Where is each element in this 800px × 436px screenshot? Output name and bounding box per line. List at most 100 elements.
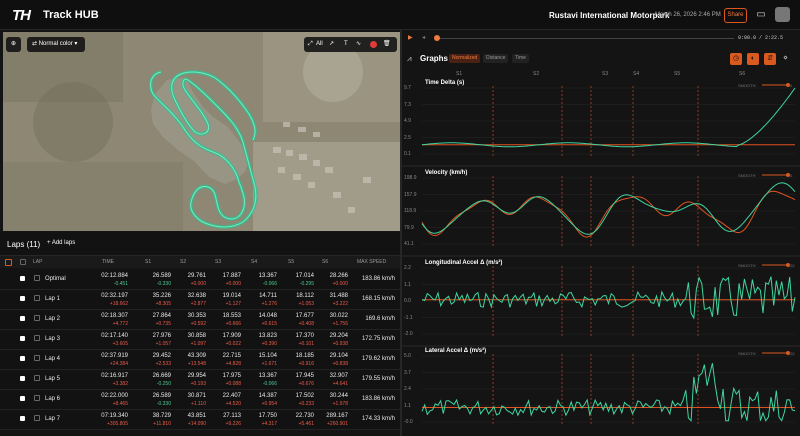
sector-label[interactable]: S6 bbox=[739, 71, 746, 77]
avatar[interactable] bbox=[775, 7, 790, 22]
drag-handle[interactable] bbox=[5, 417, 9, 421]
play-icon[interactable]: ▶ bbox=[408, 35, 413, 41]
table-row[interactable]: Lap 5 02:16.917 +3.382 26.669 -0.250 29.954 +0… bbox=[0, 370, 400, 390]
lap-checkbox[interactable] bbox=[34, 295, 40, 301]
trash-icon[interactable]: 🗑 bbox=[383, 41, 391, 47]
lap-color-swatch[interactable] bbox=[20, 336, 25, 341]
table-row[interactable]: Lap 2 02:18.307 +4.772 27.864 +0.735 30.353 +0… bbox=[0, 310, 400, 330]
color-picker[interactable] bbox=[370, 41, 377, 48]
drag-handle[interactable] bbox=[5, 297, 9, 301]
lap-color-swatch[interactable] bbox=[20, 396, 25, 401]
share-button[interactable]: Share bbox=[724, 8, 747, 23]
smooth-slider-handle[interactable] bbox=[786, 351, 790, 355]
table-row[interactable]: Lap 4 02:37.919 +24.384 29.452 +2.533 43.309 +… bbox=[0, 350, 400, 370]
col-s3[interactable]: S3 bbox=[215, 259, 222, 265]
cell-value: 30.244 bbox=[329, 393, 348, 399]
drag-handle[interactable] bbox=[5, 397, 9, 401]
lap-checkbox[interactable] bbox=[34, 355, 40, 361]
lap-checkbox[interactable] bbox=[34, 275, 40, 281]
swap-icon[interactable]: ⇵ bbox=[764, 53, 776, 65]
speed-icon[interactable]: ◂· bbox=[422, 35, 428, 41]
lap-color-swatch[interactable] bbox=[20, 376, 25, 381]
arrow-icon[interactable]: ↗ bbox=[329, 41, 335, 47]
select-all-checkbox[interactable] bbox=[20, 259, 26, 265]
cell-value: 32.638 bbox=[187, 293, 206, 299]
sector-label[interactable]: S1 bbox=[456, 71, 463, 77]
map-all-button[interactable]: All bbox=[316, 41, 323, 47]
lap-name: Lap 2 bbox=[45, 316, 61, 322]
cell-delta: +0.615 bbox=[261, 321, 277, 327]
cell-delta: +1.978 bbox=[332, 401, 348, 407]
lap-checkbox[interactable] bbox=[34, 395, 40, 401]
graphs-title: Graphs bbox=[420, 54, 449, 63]
table-row[interactable]: Optimal 02:12.884 -0.451 26.589 -0.330 29.761… bbox=[0, 270, 400, 290]
smooth-slider-handle[interactable] bbox=[786, 83, 790, 87]
drag-handle[interactable] bbox=[5, 357, 9, 361]
cell-value: 29.204 bbox=[329, 333, 348, 339]
sector-label[interactable]: S2 bbox=[533, 71, 540, 77]
tab-distance[interactable]: Distance bbox=[483, 54, 509, 63]
lap-checkbox[interactable] bbox=[34, 375, 40, 381]
scrub-track[interactable] bbox=[436, 38, 734, 39]
cell-delta: -0.451 bbox=[113, 281, 128, 287]
table-row[interactable]: Lap 3 02:17.140 +3.605 27.976 +1.057 30.858 +1… bbox=[0, 330, 400, 350]
draw-icon[interactable]: ∿ bbox=[356, 41, 362, 47]
cell-value: 43.851 bbox=[187, 413, 206, 419]
smooth-slider-handle[interactable] bbox=[786, 173, 790, 177]
lap-color-swatch[interactable] bbox=[20, 276, 25, 281]
cell-value: 29.104 bbox=[329, 353, 348, 359]
cell-delta: +2.533 bbox=[155, 361, 171, 367]
table-row[interactable]: Lap 1 02:32.197 +18.662 35.226 +8.305 32.638 +… bbox=[0, 290, 400, 310]
lap-icon[interactable]: ◐ bbox=[747, 53, 759, 65]
lap-color-swatch[interactable] bbox=[20, 416, 25, 421]
panel-divider[interactable] bbox=[400, 30, 402, 436]
cell-value: 26.589 bbox=[152, 393, 171, 399]
cell-value: 17.909 bbox=[222, 333, 241, 339]
cell-value: 17.750 bbox=[258, 413, 277, 419]
cell-delta: +0.390 bbox=[261, 341, 277, 347]
lap-checkbox[interactable] bbox=[34, 315, 40, 321]
graphs-header: ⩘ Graphs Normalized Distance Time ◷ ◐ ⇵ … bbox=[402, 48, 800, 68]
video-icon[interactable]: ▭ bbox=[756, 9, 766, 20]
color-mode-select[interactable]: ⇄ Normal color ▾ bbox=[27, 37, 85, 52]
lap-color-swatch[interactable] bbox=[20, 316, 25, 321]
col-time[interactable]: TIME bbox=[102, 259, 114, 265]
scrub-handle[interactable] bbox=[434, 35, 440, 41]
crosshair-icon[interactable]: ⊕ bbox=[6, 37, 21, 52]
laps-table-header: LAP TIME S1 S2 S3 S4 S5 S6 MAX SPEED bbox=[0, 256, 400, 268]
table-row[interactable]: Lap 6 02:22.000 +8.465 26.589 -0.330 30.871 +1… bbox=[0, 390, 400, 410]
lap-color-swatch[interactable] bbox=[20, 296, 25, 301]
lap-checkbox[interactable] bbox=[34, 415, 40, 421]
table-row[interactable]: Lap 7 07:19.340 +305.805 38.729 +11.810 43.85… bbox=[0, 410, 400, 430]
y-tick-label: 2.2 bbox=[404, 265, 411, 271]
col-s4[interactable]: S4 bbox=[251, 259, 258, 265]
drag-handle[interactable] bbox=[5, 317, 9, 321]
graphs-canvas[interactable] bbox=[402, 78, 800, 436]
expand-icon[interactable]: ⤢ bbox=[308, 41, 313, 47]
text-tool[interactable]: T bbox=[344, 41, 348, 47]
lap-color-swatch[interactable] bbox=[20, 356, 25, 361]
col-s2[interactable]: S2 bbox=[180, 259, 187, 265]
cell-value: 27.864 bbox=[152, 313, 171, 319]
smooth-slider-handle[interactable] bbox=[786, 263, 790, 267]
col-s1[interactable]: S1 bbox=[145, 259, 152, 265]
sector-label[interactable]: S3 bbox=[602, 71, 609, 77]
smooth-label: SMOOTH bbox=[738, 263, 756, 268]
track-map[interactable]: ⊕ ⇄ Normal color ▾ ⤢ All ↗ T ∿ 🗑 bbox=[3, 32, 400, 231]
drag-handle[interactable] bbox=[5, 337, 9, 341]
tab-time[interactable]: Time bbox=[512, 54, 529, 63]
more-icon[interactable]: ⋄ bbox=[783, 53, 789, 62]
edit-icon[interactable] bbox=[5, 259, 12, 266]
add-laps-button[interactable]: + Add laps bbox=[47, 240, 76, 246]
tab-normalized[interactable]: Normalized bbox=[449, 54, 481, 63]
lap-checkbox[interactable] bbox=[34, 335, 40, 341]
sector-label[interactable]: S5 bbox=[674, 71, 681, 77]
y-tick-label: 1.1 bbox=[404, 281, 411, 288]
drag-handle[interactable] bbox=[5, 377, 9, 381]
col-s6[interactable]: S6 bbox=[322, 259, 329, 265]
timer-icon[interactable]: ◷ bbox=[730, 53, 742, 65]
col-s5[interactable]: S5 bbox=[288, 259, 295, 265]
sector-label[interactable]: S4 bbox=[633, 71, 640, 77]
y-tick-label: 9.7 bbox=[404, 85, 411, 91]
col-max-speed[interactable]: MAX SPEED bbox=[357, 259, 387, 265]
